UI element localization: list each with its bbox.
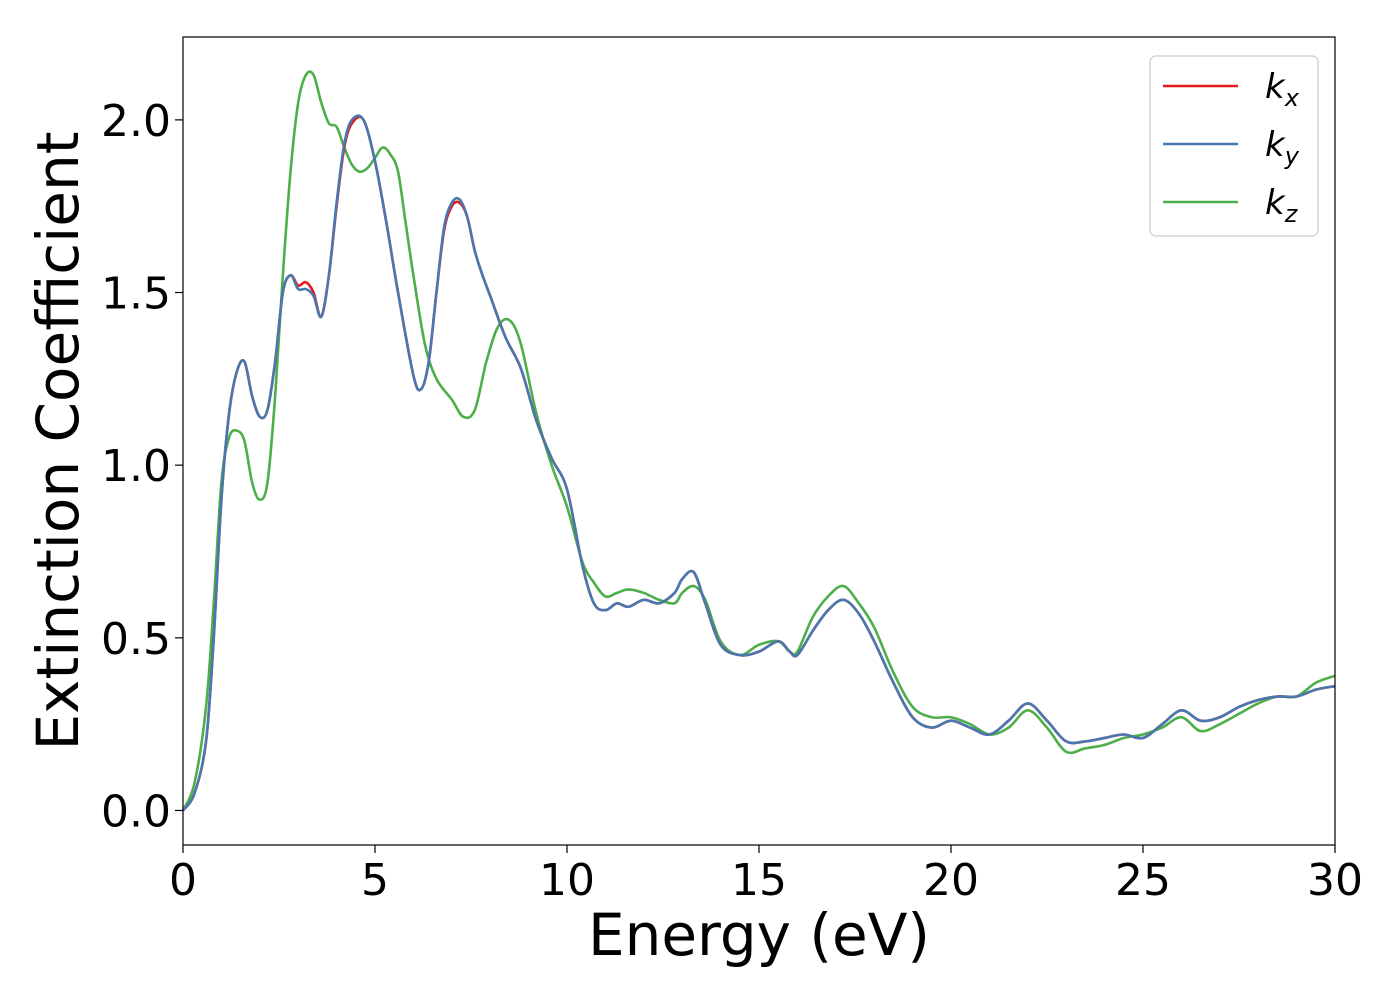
y-axis: 0.0 0.5 1.0 1.5 2.0	[101, 96, 183, 837]
series-layer	[183, 70, 1335, 812]
x-tick-label: 25	[1115, 855, 1171, 906]
y-tick-label: 1.5	[101, 269, 171, 320]
series-line-k-y	[183, 114, 1335, 812]
legend-box	[1149, 55, 1319, 237]
x-axis-title: Energy (eV)	[588, 901, 930, 969]
x-tick-label: 10	[539, 855, 595, 906]
x-tick-label: 15	[731, 855, 787, 906]
x-tick-label: 30	[1307, 855, 1363, 906]
y-tick-label: 0.5	[101, 614, 171, 665]
legend-label-k-y: ky	[1265, 125, 1300, 170]
y-tick-label: 2.0	[101, 96, 171, 147]
legend-label-k-x: kx	[1265, 67, 1300, 112]
x-tick-label: 20	[923, 855, 979, 906]
y-axis-title: Extinction Coefficient	[24, 132, 92, 751]
x-tick-label: 5	[361, 855, 389, 906]
legend-label-k-z: kz	[1265, 183, 1299, 228]
y-tick-label: 1.0	[101, 441, 171, 492]
x-tick-label: 0	[169, 855, 197, 906]
series-line-k-z	[183, 70, 1335, 812]
y-tick-label: 0.0	[101, 786, 171, 837]
legend: kx ky kz	[1149, 55, 1319, 237]
x-axis: 0 5 10 15 20 25 30	[169, 845, 1363, 906]
